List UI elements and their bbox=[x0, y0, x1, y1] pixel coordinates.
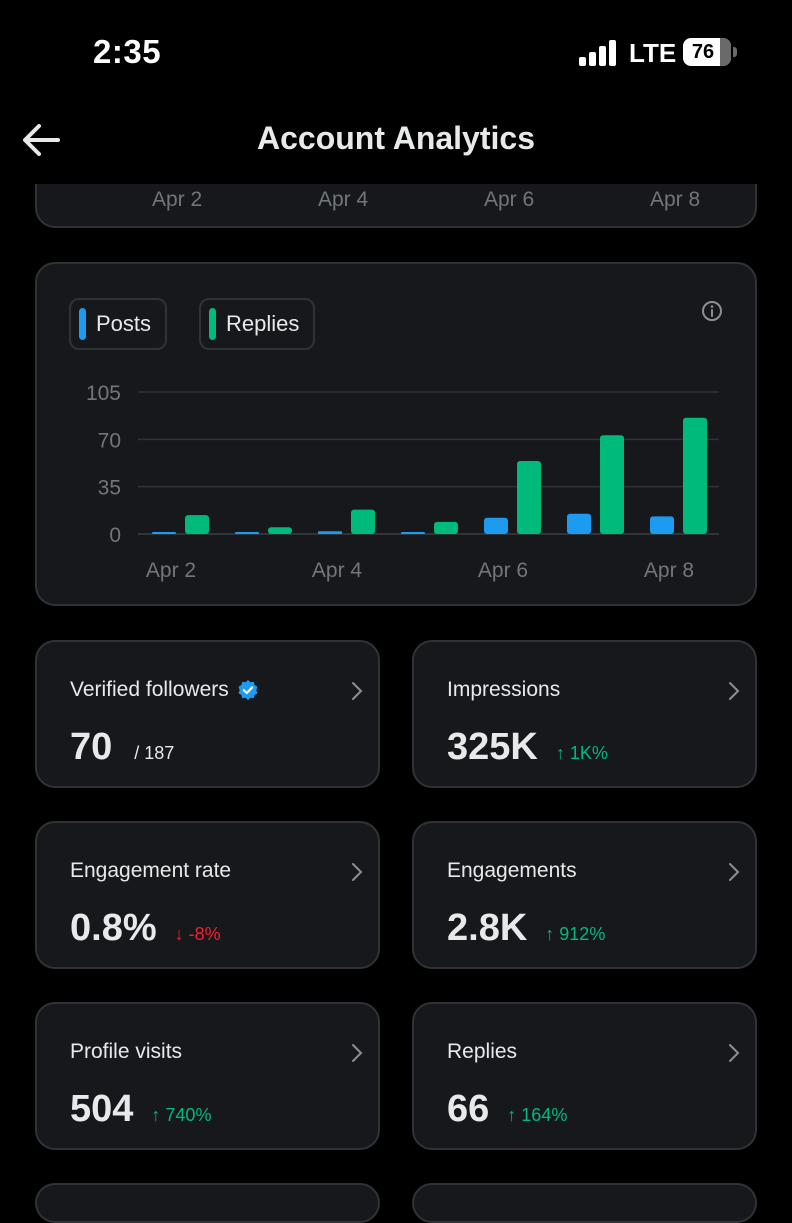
header bbox=[0, 0, 792, 184]
stat-card-engagement-rate[interactable]: Engagement rate 0.8% ↓ -8% bbox=[35, 821, 380, 969]
stat-card-replies[interactable]: Replies 66 ↑ 164% bbox=[412, 1002, 757, 1150]
replies-bar[interactable] bbox=[185, 515, 209, 534]
legend-posts[interactable]: Posts bbox=[69, 298, 167, 350]
x-tick-label: Apr 6 bbox=[478, 559, 528, 582]
stat-label: Engagements bbox=[447, 859, 577, 882]
replies-swatch bbox=[209, 308, 216, 340]
stat-label: Impressions bbox=[447, 678, 561, 701]
legend-posts-label: Posts bbox=[96, 311, 152, 336]
y-tick-label: 0 bbox=[109, 524, 121, 547]
axis-label: Apr 2 bbox=[152, 188, 203, 211]
replies-bar[interactable] bbox=[600, 435, 624, 534]
posts-bar[interactable] bbox=[484, 517, 508, 534]
stat-change: ↑ 912% bbox=[545, 924, 606, 944]
stat-value: 504 bbox=[70, 1088, 134, 1130]
stat-label: Profile visits bbox=[70, 1040, 183, 1063]
replies-bar[interactable] bbox=[434, 521, 458, 534]
battery-icon: 76 bbox=[683, 38, 737, 66]
chevron-right-icon bbox=[352, 863, 363, 881]
stat-value: 325K bbox=[447, 726, 538, 768]
axis-label: Apr 6 bbox=[484, 188, 535, 211]
y-tick-label: 35 bbox=[98, 477, 121, 500]
stat-value-row: 0.8% ↓ -8% bbox=[70, 907, 221, 950]
stat-card-partial[interactable] bbox=[35, 1183, 380, 1223]
stat-card-engagements[interactable]: Engagements 2.8K ↑ 912% bbox=[412, 821, 757, 969]
y-tick-label: 70 bbox=[98, 429, 121, 452]
back-arrow-icon[interactable] bbox=[22, 122, 60, 158]
stat-value: 0.8% bbox=[70, 907, 157, 949]
chevron-right-icon bbox=[729, 863, 740, 881]
previous-chart-axis: Apr 2 Apr 4 Apr 6 Apr 8 bbox=[0, 184, 792, 244]
stat-value: 70 bbox=[70, 726, 113, 768]
stat-change: ↑ 164% bbox=[507, 1105, 568, 1125]
posts-bar[interactable] bbox=[650, 516, 674, 534]
network-type: LTE bbox=[629, 38, 677, 68]
legend-replies[interactable]: Replies bbox=[199, 298, 315, 350]
stat-change: ↓ -8% bbox=[174, 924, 221, 944]
stat-label-row: Verified followers bbox=[70, 678, 259, 702]
x-tick-label: Apr 4 bbox=[312, 559, 363, 582]
posts-bar[interactable] bbox=[235, 532, 259, 534]
y-tick-label: 105 bbox=[86, 382, 121, 405]
posts-bar[interactable] bbox=[152, 532, 176, 534]
posts-replies-chart-card: Posts Replies 0 35 70 105 Apr 2 Apr 4 Apr 6 Apr… bbox=[35, 262, 757, 606]
stat-value-row: 66 ↑ 164% bbox=[447, 1088, 567, 1131]
stat-card-verified-followers[interactable]: Verified followers 70 / 187 bbox=[35, 640, 380, 788]
stat-card-impressions[interactable]: Impressions 325K ↑ 1K% bbox=[412, 640, 757, 788]
chevron-right-icon bbox=[352, 682, 363, 700]
stat-card-partial[interactable] bbox=[412, 1183, 757, 1223]
stat-label: Engagement rate bbox=[70, 859, 232, 882]
stat-value: 2.8K bbox=[447, 907, 528, 949]
replies-bar[interactable] bbox=[517, 460, 541, 534]
legend-replies-label: Replies bbox=[226, 311, 300, 336]
stat-label-row: Engagements bbox=[447, 859, 577, 883]
chevron-right-icon bbox=[352, 1044, 363, 1062]
battery-level: 76 bbox=[691, 41, 715, 63]
stat-value-row: 504 ↑ 740% bbox=[70, 1088, 211, 1131]
posts-bar[interactable] bbox=[567, 513, 591, 534]
verified-badge-icon bbox=[238, 680, 258, 700]
replies-bar[interactable] bbox=[351, 509, 375, 534]
chevron-right-icon bbox=[729, 1044, 740, 1062]
stat-change: ↑ 1K% bbox=[555, 743, 608, 763]
stat-label-row: Profile visits bbox=[70, 1040, 182, 1064]
bar-chart: 0 35 70 105 Apr 2 Apr 4 Apr 6 Apr 8 bbox=[86, 382, 719, 582]
stat-value-row: 325K ↑ 1K% bbox=[447, 726, 608, 769]
replies-bar[interactable] bbox=[268, 527, 292, 534]
stat-total: / 187 bbox=[134, 743, 175, 763]
axis-label: Apr 4 bbox=[318, 188, 369, 211]
signal-icon bbox=[579, 40, 619, 66]
info-icon[interactable] bbox=[701, 300, 723, 322]
stat-label-row: Impressions bbox=[447, 678, 560, 702]
axis-label: Apr 8 bbox=[650, 188, 701, 211]
status-time: 2:35 bbox=[93, 33, 162, 70]
stat-change: ↑ 740% bbox=[151, 1105, 212, 1125]
stat-label-row: Replies bbox=[447, 1040, 517, 1064]
stat-value-row: 2.8K ↑ 912% bbox=[447, 907, 605, 950]
x-tick-label: Apr 2 bbox=[146, 559, 196, 582]
posts-swatch bbox=[79, 308, 86, 340]
stat-label: Replies bbox=[447, 1040, 518, 1063]
posts-bar[interactable] bbox=[318, 531, 342, 534]
replies-bar[interactable] bbox=[683, 417, 707, 534]
stat-value-row: 70 / 187 bbox=[70, 726, 174, 769]
chevron-right-icon bbox=[729, 682, 740, 700]
x-tick-label: Apr 8 bbox=[644, 559, 694, 582]
stat-label: Verified followers bbox=[70, 678, 229, 701]
stat-card-profile-visits[interactable]: Profile visits 504 ↑ 740% bbox=[35, 1002, 380, 1150]
page-title: Account Analytics bbox=[257, 120, 535, 156]
posts-bar[interactable] bbox=[401, 532, 425, 534]
stat-label-row: Engagement rate bbox=[70, 859, 231, 883]
stat-value: 66 bbox=[447, 1088, 490, 1130]
